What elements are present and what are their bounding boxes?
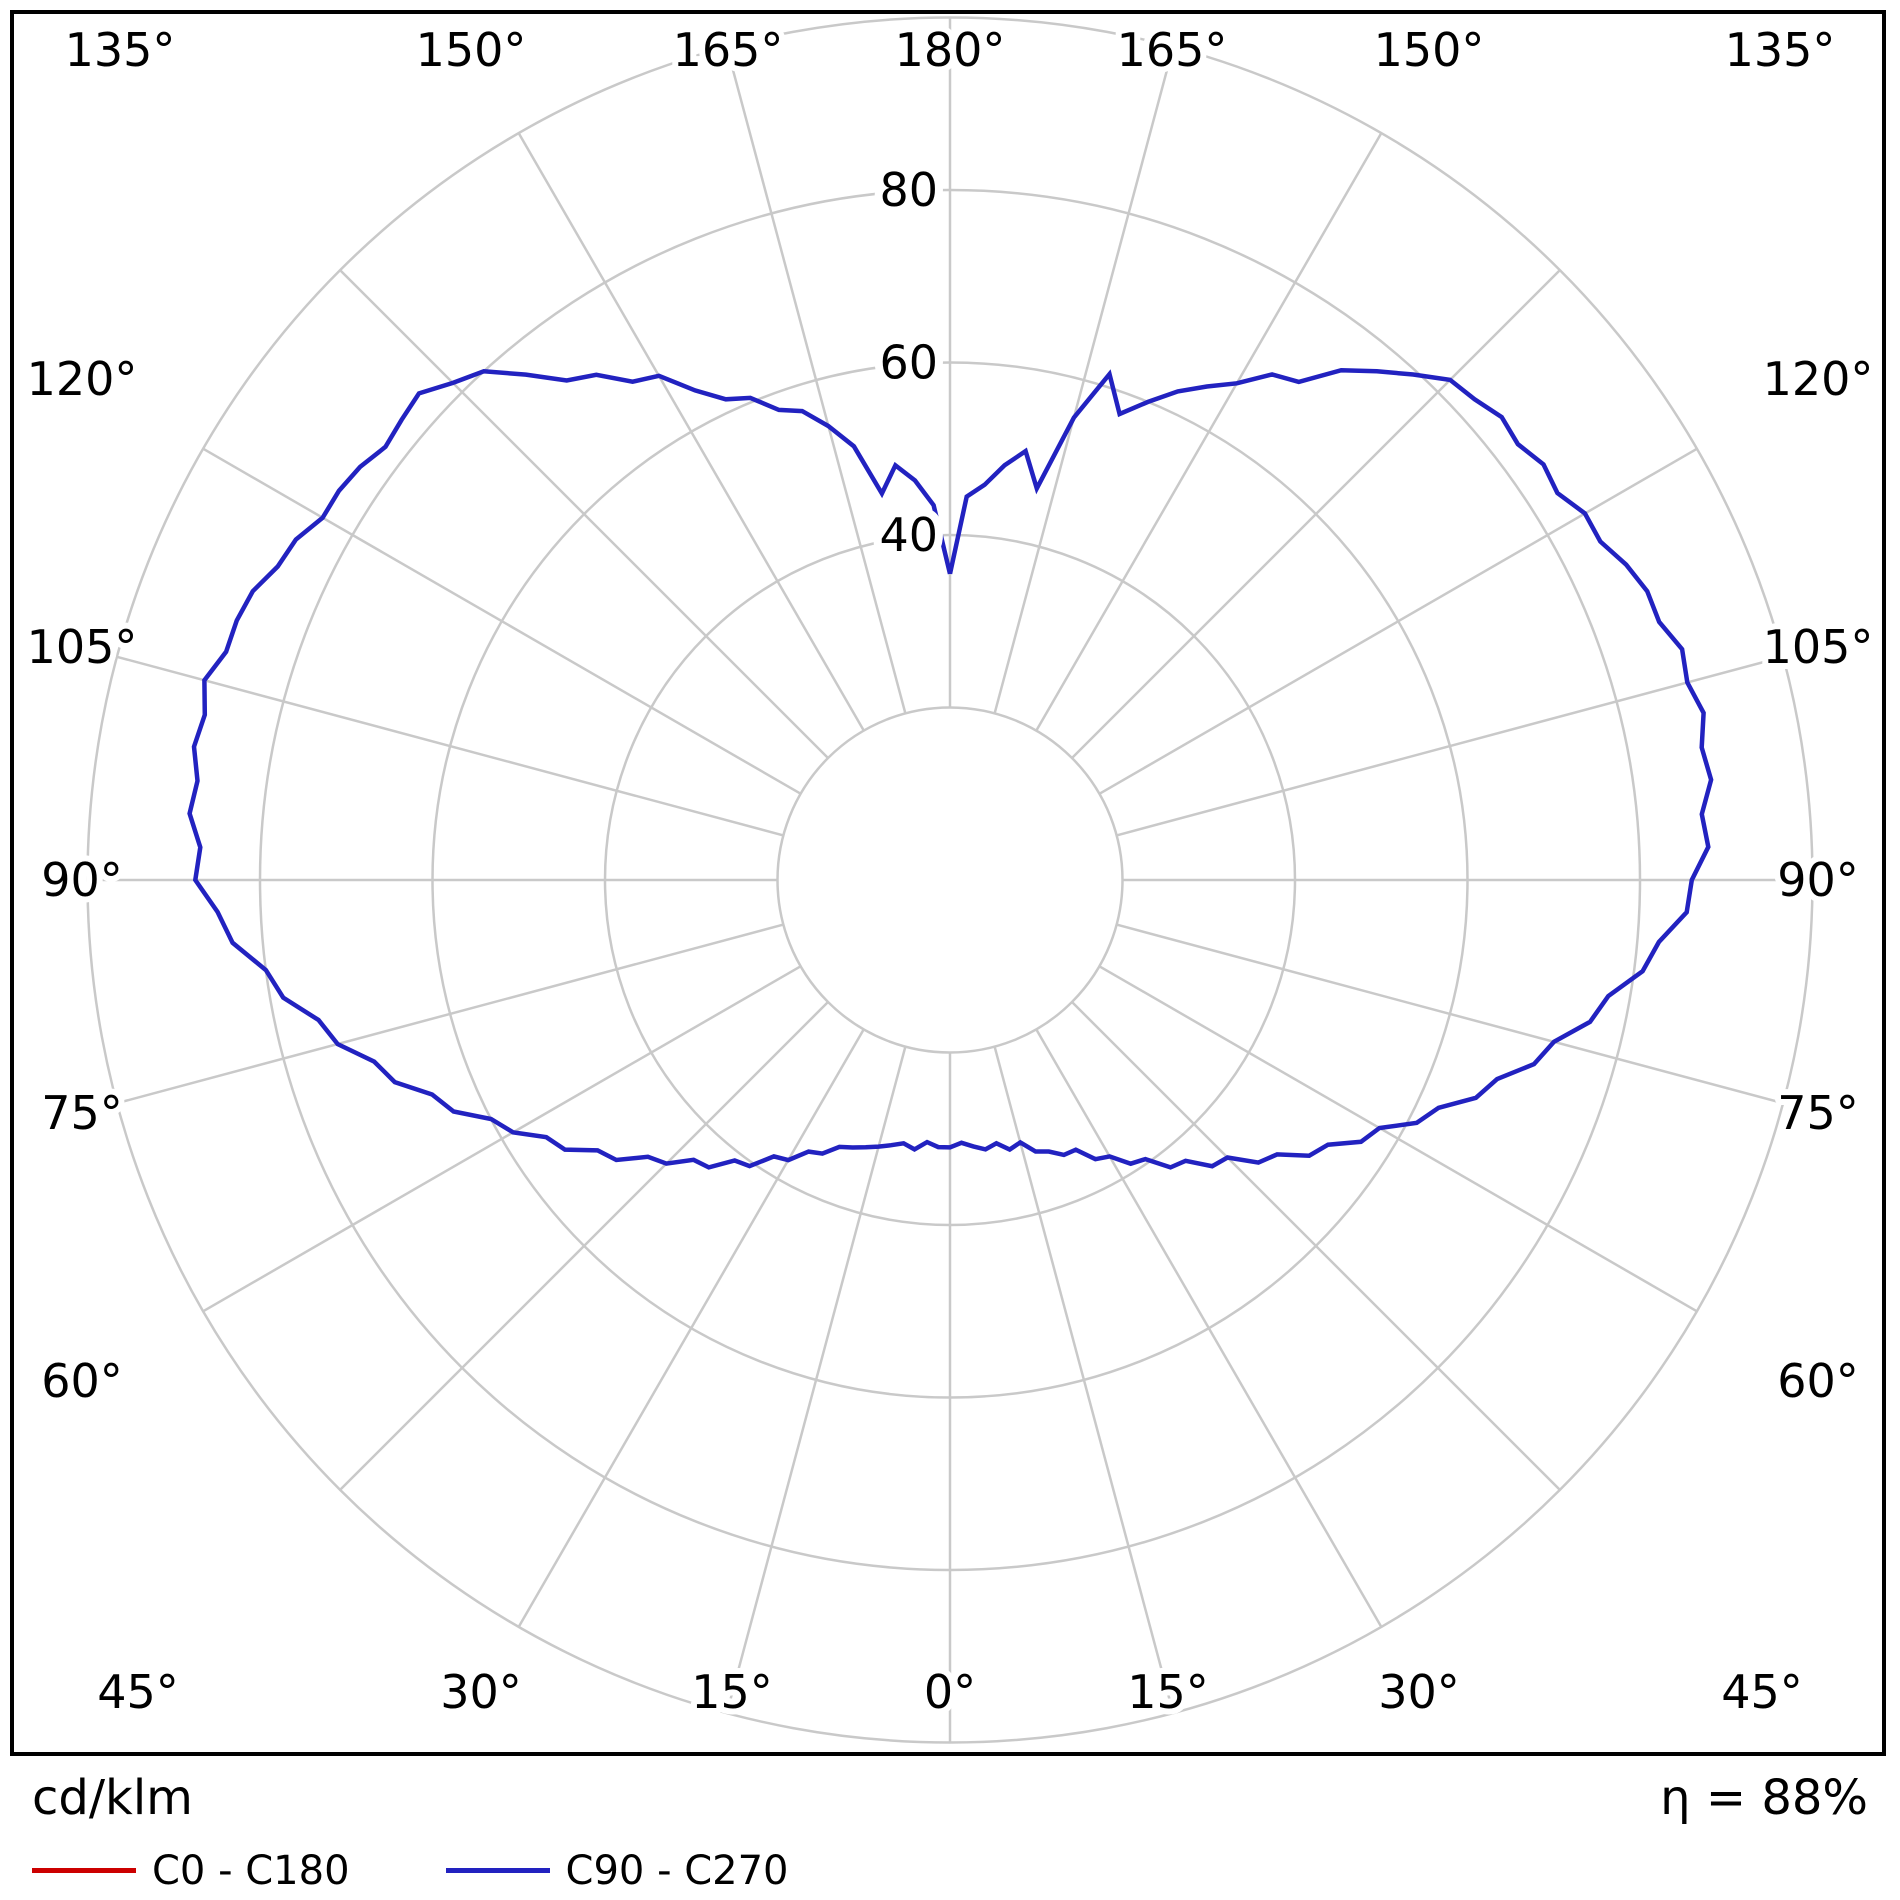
angle-label-left-165°: 165°	[673, 23, 784, 77]
polar-plot-frame	[10, 10, 1886, 1756]
unit-label: cd/klm	[32, 1770, 193, 1826]
intensity-curves	[187, 367, 1714, 1170]
angle-label-0°: 0°	[924, 1665, 976, 1719]
angle-label-right-180°: 180°	[895, 23, 1006, 77]
legend: C0 - C180 C90 - C270	[32, 1851, 1868, 1891]
angle-label-right-60°: 60°	[1777, 1354, 1859, 1408]
angle-label-right-15°: 15°	[1127, 1665, 1209, 1719]
c0-c180-line-swatch	[32, 1868, 136, 1874]
angle-label-left-60°: 60°	[41, 1354, 123, 1408]
angle-label-left-120°: 120°	[27, 352, 138, 406]
radial-label-80: 80	[879, 163, 938, 217]
angle-label-left-135°: 135°	[65, 23, 176, 77]
angle-label-right-105°: 105°	[1763, 620, 1874, 674]
radial-label-40: 40	[879, 508, 938, 562]
legend-label-c90-c270: C90 - C270	[565, 1847, 789, 1894]
angle-label-right-75°: 75°	[1777, 1086, 1859, 1140]
legend-item-c90-c270: C90 - C270	[445, 1847, 789, 1894]
c90-c270-curve	[187, 367, 1714, 1170]
radial-tick-labels: 40 60 80	[871, 155, 946, 570]
angle-label-right-165°: 165°	[1117, 23, 1228, 77]
c90-c270-line-swatch	[445, 1868, 550, 1874]
angle-labels: 0° 15° 15° 30° 30° 45° 45° 60° 60° 75° 75° 90° 90° 10…	[21, 17, 1880, 1725]
chart-footer: cd/klm η = 88% C0 - C180 C90 - C270	[32, 1772, 1868, 1891]
angle-label-right-150°: 150°	[1374, 23, 1485, 77]
polar-grid-spokes	[87, 17, 1813, 1743]
angle-label-left-90°: 90°	[41, 853, 123, 907]
angle-label-left-15°: 15°	[691, 1665, 773, 1719]
radial-label-60: 60	[879, 336, 938, 390]
angle-label-left-45°: 45°	[97, 1665, 179, 1719]
efficiency-label: η = 88%	[1660, 1770, 1868, 1826]
angle-label-right-30°: 30°	[1378, 1665, 1460, 1719]
legend-label-c0-c180: C0 - C180	[152, 1847, 350, 1894]
angle-label-right-90°: 90°	[1777, 853, 1859, 907]
angle-label-right-120°: 120°	[1763, 352, 1874, 406]
angle-label-right-45°: 45°	[1721, 1665, 1803, 1719]
angle-label-left-30°: 30°	[440, 1665, 522, 1719]
angle-label-right-135°: 135°	[1725, 23, 1836, 77]
angle-label-left-105°: 105°	[27, 620, 138, 674]
angle-label-left-150°: 150°	[416, 23, 527, 77]
legend-item-c0-c180: C0 - C180	[32, 1851, 350, 1891]
angle-label-left-75°: 75°	[41, 1086, 123, 1140]
